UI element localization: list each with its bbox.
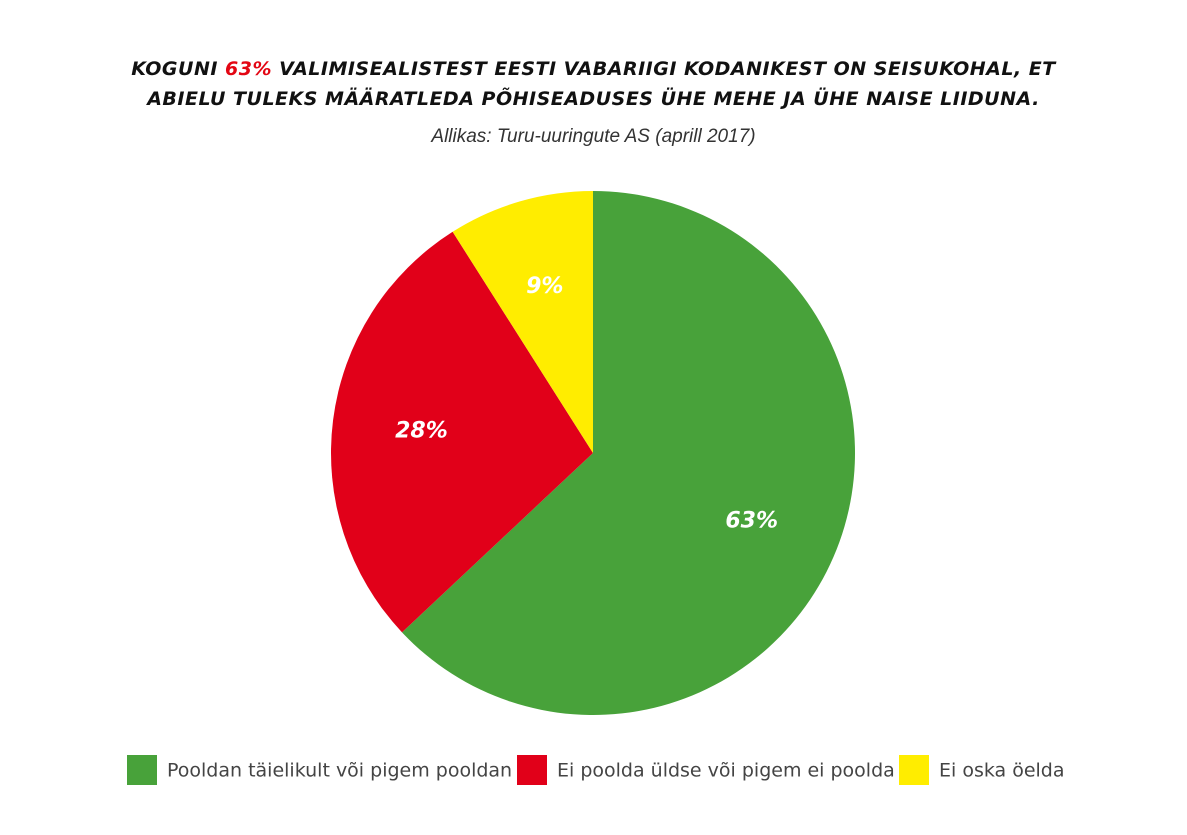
value-label: 28% (395, 418, 448, 443)
value-label: 63% (725, 509, 778, 534)
chart-subtitle: Allikas: Turu-uuringute AS (aprill 2017) (431, 126, 756, 147)
chart-title: KOGUNI 63% VALIMISEALISTEST EESTI VABARI… (0, 54, 1187, 114)
pie-slice (452, 191, 593, 453)
legend-label: Pooldan täielikult või pigem pooldan (167, 760, 512, 782)
legend-label: Ei poolda üldse või pigem ei poolda (557, 760, 895, 782)
legend-swatch (517, 755, 547, 785)
title-rest: VALIMISEALISTEST EESTI VABARIIGI KODANIK… (279, 58, 1056, 80)
legend-swatch (127, 755, 157, 785)
legend-label: Ei oska öelda (939, 760, 1065, 782)
title-line: KOGUNI 63% VALIMISEALISTEST EESTI VABARI… (0, 54, 1187, 84)
pie-slice (402, 191, 856, 716)
title-prefix: KOGUNI (131, 58, 218, 80)
value-label: 9% (526, 274, 563, 299)
legend-swatch (899, 755, 929, 785)
title-line: ABIELU TULEKS MÄÄRATLEDA PÕHISEADUSES ÜH… (147, 88, 1040, 110)
pie-slice (330, 231, 593, 633)
title-highlight: 63% (225, 58, 273, 80)
